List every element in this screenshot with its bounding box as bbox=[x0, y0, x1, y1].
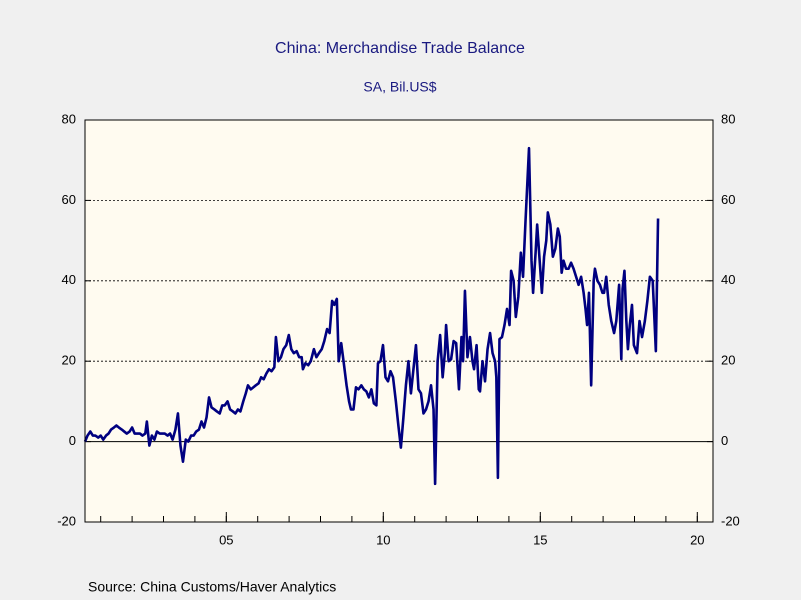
source-note: Source: China Customs/Haver Analytics bbox=[88, 579, 336, 595]
chart-subtitle: SA, Bil.US$ bbox=[363, 79, 436, 95]
y2-tick-label: 20 bbox=[721, 353, 735, 368]
y2-tick-label: 60 bbox=[721, 192, 735, 207]
x-tick-label: 20 bbox=[690, 532, 704, 547]
plot-area bbox=[85, 120, 713, 522]
x-tick-label: 10 bbox=[376, 532, 390, 547]
y-tick-label: 20 bbox=[62, 353, 76, 368]
x-tick-label: 15 bbox=[533, 532, 547, 547]
y2-tick-label: 80 bbox=[721, 111, 735, 126]
y-tick-label: 0 bbox=[69, 433, 76, 448]
plot-border bbox=[84, 119, 714, 523]
x-tick-label: 05 bbox=[219, 532, 233, 547]
y-tick-label: 80 bbox=[62, 111, 76, 126]
y-tick-label: 60 bbox=[62, 192, 76, 207]
chart-title: China: Merchandise Trade Balance bbox=[275, 40, 525, 57]
y-tick-label: 40 bbox=[62, 272, 76, 287]
data-line bbox=[83, 146, 660, 486]
y2-tick-label: 40 bbox=[721, 272, 735, 287]
y2-tick-label: 0 bbox=[721, 433, 728, 448]
y2-tick-label: -20 bbox=[721, 513, 740, 528]
y-tick-label: -20 bbox=[57, 513, 76, 528]
